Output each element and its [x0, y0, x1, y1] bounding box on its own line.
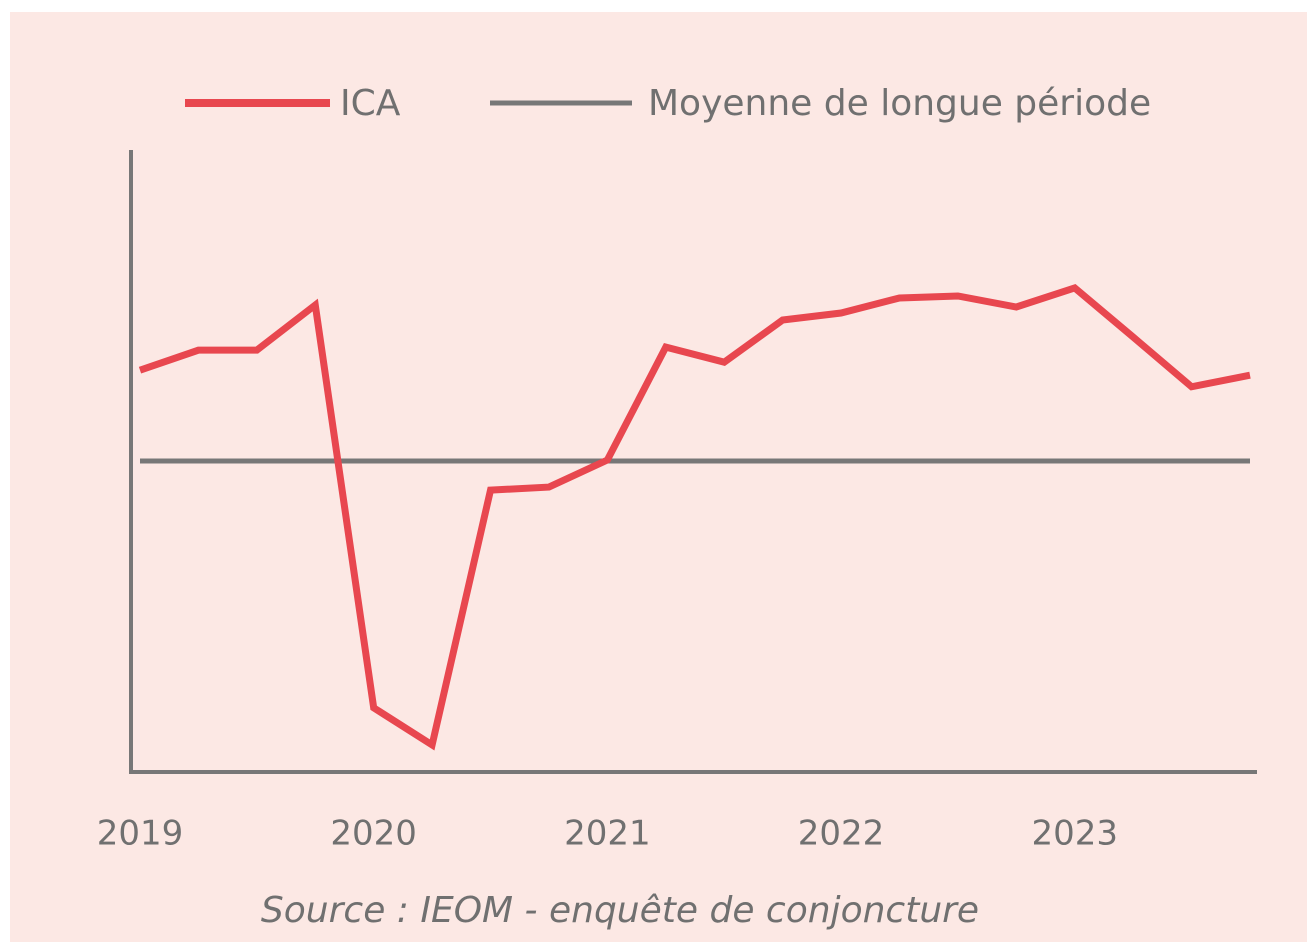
x-tick-label: 2022 — [798, 814, 885, 854]
background — [10, 12, 1307, 942]
x-tick-label: 2021 — [564, 814, 651, 854]
line-series — [138, 284, 1251, 751]
legend-label: Moyenne de longue période — [648, 83, 1151, 124]
x-tick-label: 2023 — [1031, 814, 1118, 854]
source-note: Source : IEOM - enquête de conjoncture — [261, 890, 979, 931]
legend-label: ICA — [340, 83, 401, 124]
x-tick-label: 2019 — [97, 814, 184, 854]
x-tick-label: 2020 — [330, 814, 417, 854]
